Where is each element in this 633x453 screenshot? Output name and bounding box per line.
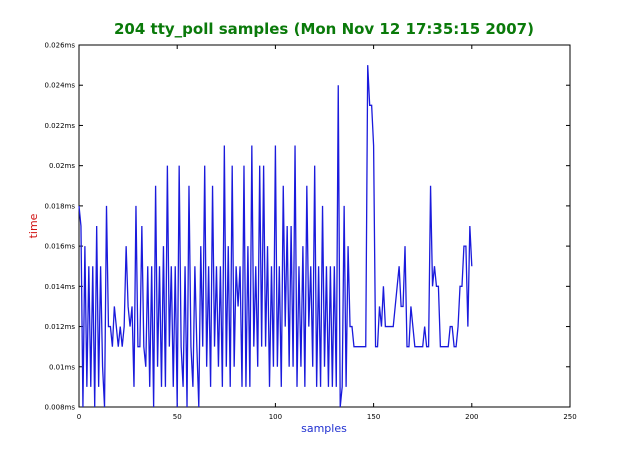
x-tick-label: 250 [563, 413, 576, 421]
y-axis-label: time [27, 213, 40, 238]
x-tick-label: 0 [77, 413, 81, 421]
y-tick-label: 0.014ms [44, 283, 75, 291]
chart-title: 204 tty_poll samples (Mon Nov 12 17:35:1… [114, 20, 534, 38]
y-axis: 0.008ms 0.01ms 0.012ms 0.014ms 0.016ms 0.018m… [44, 42, 570, 412]
y-tick-label: 0.016ms [44, 243, 75, 251]
y-tick-label: 0.008ms [44, 404, 75, 412]
y-tick-label: 0.026ms [44, 42, 75, 50]
x-axis: 0 50 100 150 200 250 [77, 45, 577, 421]
x-tick-label: 50 [173, 413, 182, 421]
y-tick-label: 0.022ms [44, 122, 75, 130]
x-tick-label: 200 [465, 413, 478, 421]
x-tick-label: 150 [367, 413, 380, 421]
x-tick-label: 100 [269, 413, 282, 421]
y-tick-label: 0.01ms [49, 363, 75, 371]
y-tick-label: 0.02ms [49, 162, 75, 170]
y-tick-label: 0.024ms [44, 82, 75, 90]
x-axis-label: samples [301, 422, 347, 435]
y-tick-label: 0.012ms [44, 323, 75, 331]
y-tick-label: 0.018ms [44, 202, 75, 210]
series-line [78, 65, 473, 408]
